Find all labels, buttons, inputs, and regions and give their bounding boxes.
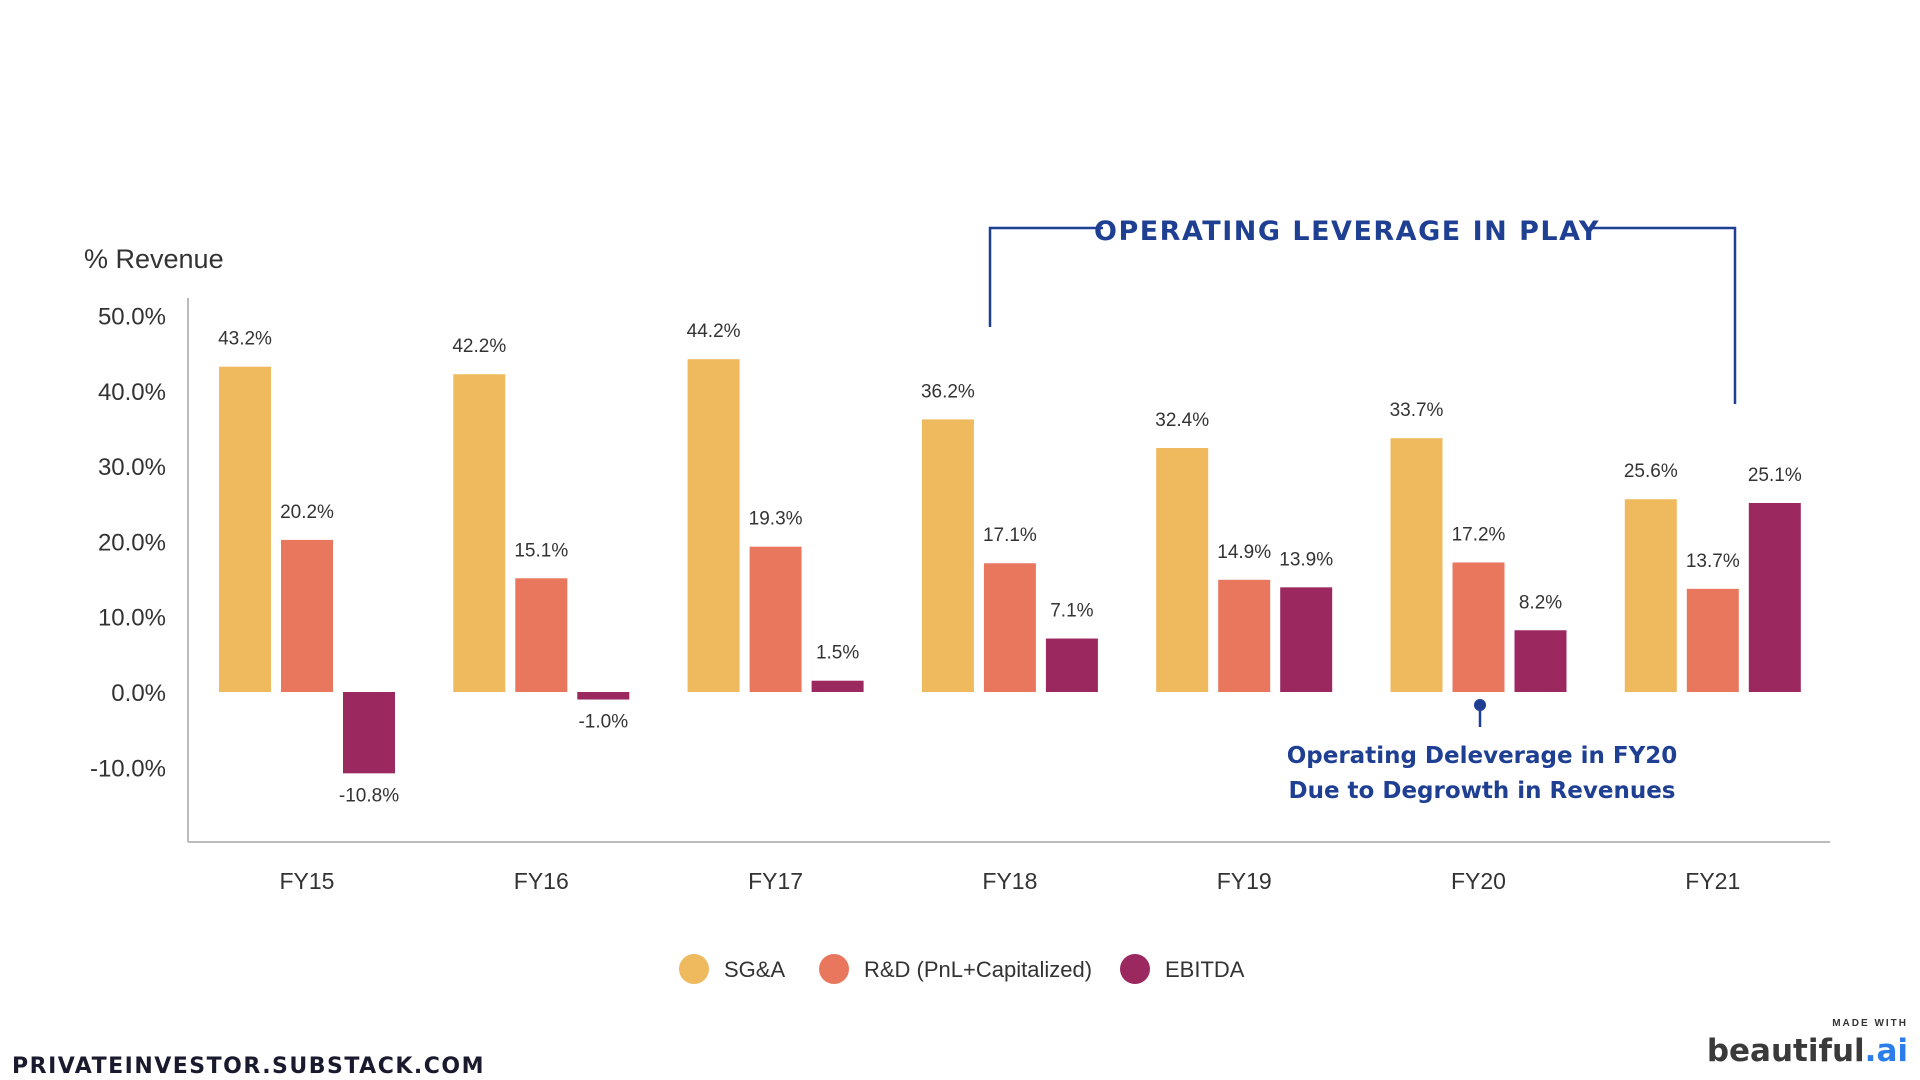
made-with-text: MADE WITH xyxy=(1832,1018,1908,1029)
callout-line-2: Due to Degrowth in Revenues xyxy=(1288,778,1675,804)
legend-item-ebitda: EBITDA xyxy=(1120,954,1245,984)
legend-swatch-sga xyxy=(679,954,709,984)
brand-logo-dot: .ai xyxy=(1864,1033,1908,1069)
data-label-rnd-fy21: 13.7% xyxy=(1686,551,1740,572)
legend-swatch-rnd xyxy=(819,954,849,984)
data-label-sga-fy17: 44.2% xyxy=(687,321,741,342)
x-tick-label: FY20 xyxy=(1451,868,1506,894)
bar-rnd-fy19 xyxy=(1218,579,1271,692)
data-label-ebitda-fy15: -10.8% xyxy=(339,785,399,806)
data-label-rnd-fy15: 20.2% xyxy=(280,502,334,523)
bar-marks xyxy=(219,359,1801,774)
data-label-rnd-fy19: 14.9% xyxy=(1217,542,1271,563)
y-axis-ticks: 50.0% 40.0% 30.0% 20.0% 10.0% 0.0% -10.0% xyxy=(90,304,166,783)
data-label-ebitda-fy18: 7.1% xyxy=(1050,601,1093,622)
data-label-rnd-fy17: 19.3% xyxy=(749,509,803,530)
legend-label-rnd: R&D (PnL+Capitalized) xyxy=(864,957,1092,982)
bar-ebitda-fy20 xyxy=(1514,630,1567,692)
y-tick-label: 50.0% xyxy=(98,304,166,331)
leverage-bracket-left xyxy=(988,226,1103,327)
bar-rnd-fy18 xyxy=(983,563,1036,692)
bar-rnd-fy20 xyxy=(1452,562,1505,692)
bar-ebitda-fy19 xyxy=(1280,587,1333,692)
data-label-ebitda-fy17: 1.5% xyxy=(816,643,859,664)
y-tick-label: 40.0% xyxy=(98,379,166,406)
legend-item-rnd: R&D (PnL+Capitalized) xyxy=(819,954,1092,984)
bar-rnd-fy15 xyxy=(281,539,333,692)
category-labels: FY15 FY16 FY17 FY18 FY19 FY20 FY21 xyxy=(280,868,1741,894)
footer-site-url: PRIVATEINVESTOR.SUBSTACK.COM xyxy=(12,1054,485,1079)
data-label-rnd-fy18: 17.1% xyxy=(983,525,1037,546)
legend-item-sga: SG&A xyxy=(679,954,785,984)
legend: SG&A R&D (PnL+Capitalized) EBITDA xyxy=(679,954,1245,984)
brand-logo: beautiful.ai xyxy=(1707,1033,1908,1069)
data-labels: 43.2% 20.2% -10.8% 42.2% 15.1% -1.0% 44.2% 19.3… xyxy=(218,321,1802,806)
callout-dot xyxy=(1474,699,1486,711)
bar-ebitda-fy16 xyxy=(577,692,630,700)
data-label-ebitda-fy21: 25.1% xyxy=(1748,465,1802,486)
data-label-sga-fy20: 33.7% xyxy=(1390,400,1444,421)
data-label-rnd-fy16: 15.1% xyxy=(514,540,568,561)
bar-sga-fy16 xyxy=(453,374,506,692)
x-tick-label: FY16 xyxy=(514,868,569,894)
bar-sga-fy20 xyxy=(1390,438,1443,692)
bar-ebitda-fy17 xyxy=(811,680,864,692)
legend-swatch-ebitda xyxy=(1120,954,1150,984)
data-label-ebitda-fy19: 13.9% xyxy=(1279,549,1333,570)
x-tick-label: FY21 xyxy=(1685,868,1740,894)
data-label-ebitda-fy16: -1.0% xyxy=(578,712,628,733)
y-tick-label: 30.0% xyxy=(98,454,166,481)
data-label-sga-fy15: 43.2% xyxy=(218,329,272,350)
made-with-badge: MADE WITH beautiful.ai xyxy=(1707,1018,1908,1069)
data-label-sga-fy18: 36.2% xyxy=(921,381,975,402)
bar-sga-fy17 xyxy=(687,359,740,692)
legend-label-sga: SG&A xyxy=(724,957,785,982)
data-label-sga-fy19: 32.4% xyxy=(1155,410,1209,431)
callout-line-1: Operating Deleverage in FY20 xyxy=(1287,743,1678,769)
bar-sga-fy19 xyxy=(1156,448,1209,692)
bar-sga-fy21 xyxy=(1624,499,1677,692)
brand-logo-main: beautiful xyxy=(1706,1033,1865,1069)
data-label-sga-fy21: 25.6% xyxy=(1624,461,1678,482)
x-tick-label: FY19 xyxy=(1217,868,1272,894)
data-label-sga-fy16: 42.2% xyxy=(452,336,506,357)
y-tick-label: 0.0% xyxy=(111,680,166,707)
bar-sga-fy15 xyxy=(219,366,271,692)
bar-rnd-fy17 xyxy=(749,546,802,692)
bar-ebitda-fy15 xyxy=(343,692,395,774)
y-tick-label: 10.0% xyxy=(98,605,166,632)
data-label-rnd-fy20: 17.2% xyxy=(1452,524,1506,545)
leverage-bracket-right xyxy=(1592,226,1737,404)
legend-label-ebitda: EBITDA xyxy=(1165,957,1245,982)
bar-rnd-fy21 xyxy=(1686,588,1739,692)
bar-sga-fy18 xyxy=(921,419,974,692)
x-tick-label: FY18 xyxy=(982,868,1037,894)
leverage-bracket-title: OPERATING LEVERAGE IN PLAY xyxy=(1094,216,1600,247)
x-tick-label: FY17 xyxy=(748,868,803,894)
x-tick-label: FY15 xyxy=(280,868,335,894)
data-label-ebitda-fy20: 8.2% xyxy=(1519,592,1562,613)
y-axis-label: % Revenue xyxy=(84,244,224,274)
y-tick-label: 20.0% xyxy=(98,529,166,556)
bar-rnd-fy16 xyxy=(515,578,568,692)
bar-ebitda-fy21 xyxy=(1748,502,1801,692)
bar-ebitda-fy18 xyxy=(1045,638,1098,692)
y-tick-label: -10.0% xyxy=(90,755,166,782)
